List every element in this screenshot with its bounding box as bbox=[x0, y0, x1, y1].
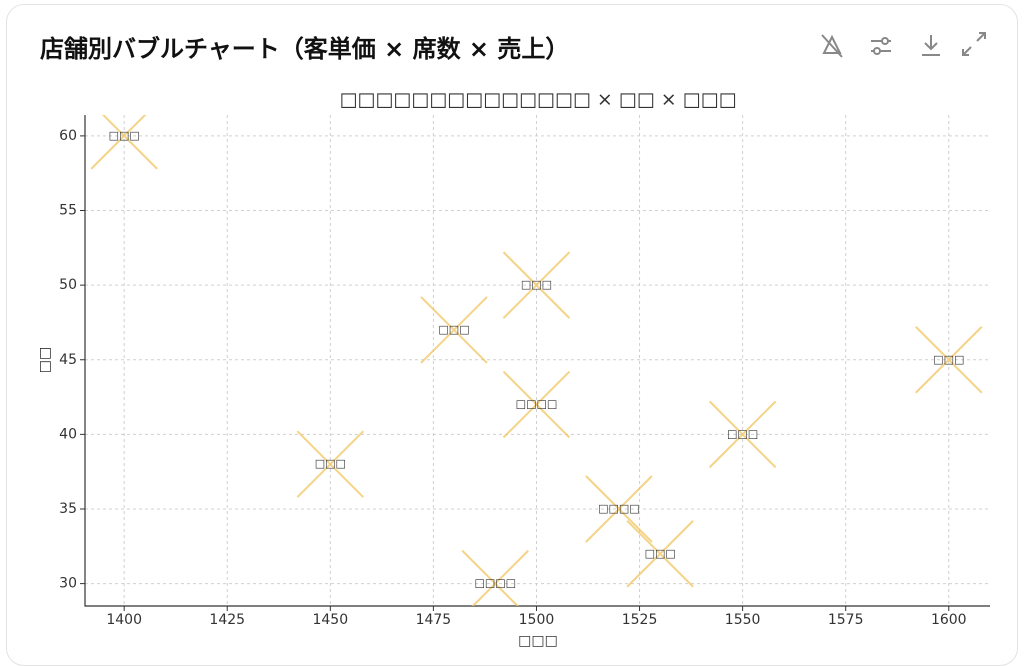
y-tick-label: 60 bbox=[59, 128, 77, 144]
point-label: □□□ bbox=[645, 547, 676, 560]
point-label: □□□ bbox=[933, 353, 964, 366]
y-tick-label: 45 bbox=[59, 352, 77, 368]
x-tick-label: 1525 bbox=[622, 612, 658, 628]
chart-title: □□□□□□□□□□□□□□ × □□ × □□□ bbox=[339, 89, 736, 111]
y-tick-label: 35 bbox=[59, 501, 77, 517]
card-title: 店舗別バブルチャート（客単価 × 席数 × 売上） bbox=[40, 35, 570, 63]
point-label: □□□ bbox=[315, 457, 346, 470]
toolbar bbox=[821, 32, 986, 58]
download-icon[interactable] bbox=[922, 35, 940, 56]
axes bbox=[84, 115, 990, 607]
x-tick-label: 1400 bbox=[106, 612, 142, 628]
marker bbox=[915, 326, 983, 394]
point-label: □□□ bbox=[521, 278, 552, 291]
y-tick-label: 40 bbox=[59, 426, 77, 442]
x-tick-label: 1600 bbox=[931, 612, 967, 628]
marker bbox=[502, 251, 571, 319]
point-label: □□□□ bbox=[516, 398, 558, 411]
y-tick-label: 55 bbox=[59, 203, 77, 219]
x-tick-label: 1500 bbox=[519, 612, 555, 628]
x-tick-label: 1575 bbox=[828, 612, 864, 628]
hide-icon[interactable] bbox=[821, 34, 843, 58]
marker bbox=[90, 115, 158, 170]
x-tick-label: 1450 bbox=[312, 612, 348, 628]
point-label: □□□□ bbox=[598, 502, 640, 515]
marker bbox=[296, 430, 365, 498]
marker bbox=[461, 549, 529, 606]
x-tick-label: 1550 bbox=[725, 612, 761, 628]
x-tick-label: 1425 bbox=[209, 612, 245, 628]
y-tick-label: 30 bbox=[59, 576, 77, 592]
point-label: □□□ bbox=[727, 427, 758, 440]
card: 店舗別バブルチャート（客単価 × 席数 × 売上） bbox=[6, 4, 1018, 666]
x-axis-label: □□□ bbox=[518, 633, 558, 649]
point-label: □□□□ bbox=[474, 577, 516, 590]
point-label: □□□ bbox=[109, 129, 140, 142]
marker bbox=[420, 296, 488, 364]
marker bbox=[708, 400, 777, 469]
marker bbox=[502, 370, 571, 439]
y-axis-label: □□ bbox=[37, 347, 53, 373]
expand-icon[interactable] bbox=[962, 32, 986, 56]
y-tick-label: 50 bbox=[59, 277, 77, 293]
settings-icon[interactable] bbox=[871, 37, 891, 55]
marker bbox=[585, 475, 653, 543]
point-label: □□□ bbox=[438, 323, 469, 336]
x-tick-label: 1475 bbox=[416, 612, 452, 628]
marker bbox=[626, 520, 694, 588]
